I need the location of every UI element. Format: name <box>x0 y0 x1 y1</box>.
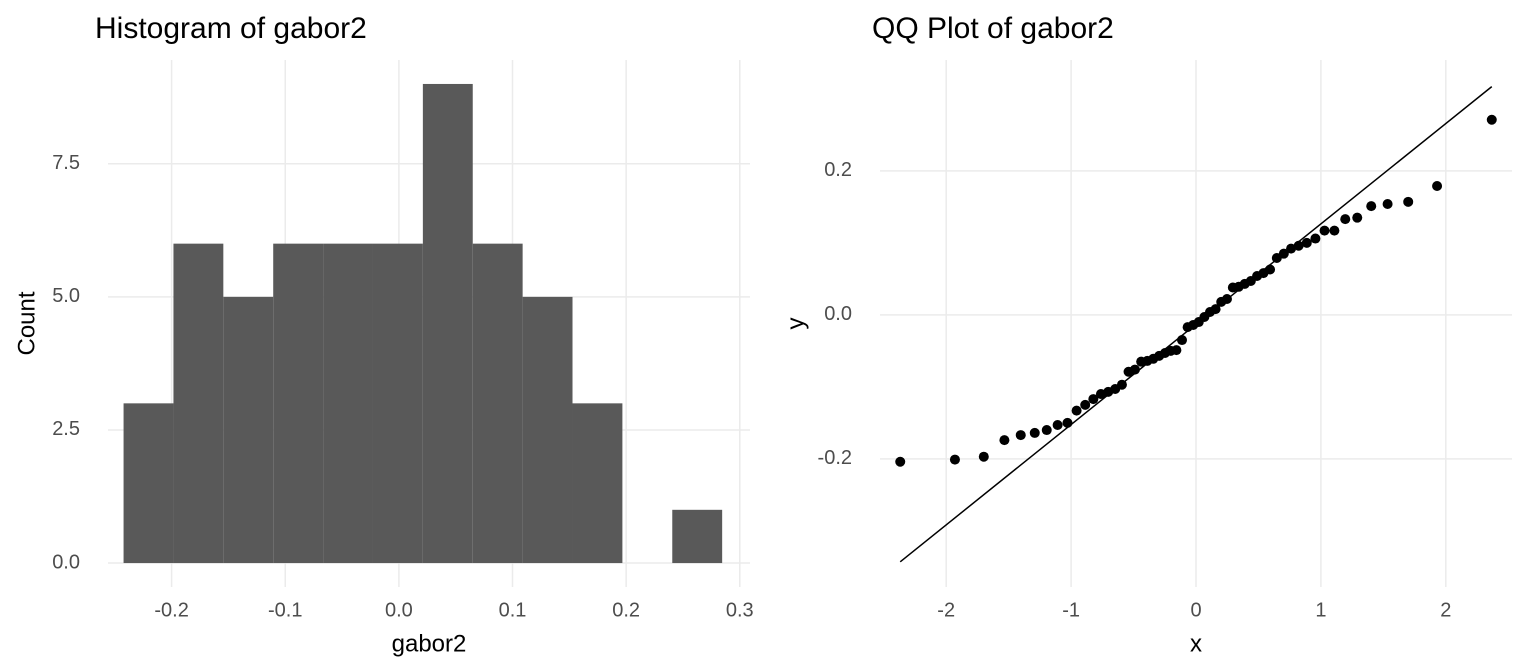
point <box>1301 237 1312 248</box>
y-tick-label: 5.0 <box>52 285 80 307</box>
point <box>1052 420 1063 431</box>
x-tick-label: 0.2 <box>612 599 640 621</box>
point <box>1029 427 1040 438</box>
point <box>1486 114 1497 125</box>
point <box>1116 379 1127 390</box>
point <box>1319 225 1330 236</box>
point <box>1340 214 1351 225</box>
point <box>1041 425 1052 436</box>
bar <box>672 509 723 564</box>
x-tick-label: 2 <box>1440 599 1451 621</box>
y-tick-label: 0.0 <box>52 551 80 573</box>
point <box>1382 198 1393 209</box>
point <box>1088 394 1099 405</box>
x-tick-label: 0.3 <box>726 599 754 621</box>
x-axis-title: x <box>1190 630 1202 657</box>
y-tick-label: 2.5 <box>52 418 80 440</box>
point <box>1293 240 1304 251</box>
y-axis-title: y <box>782 318 809 330</box>
point <box>1310 233 1321 244</box>
x-tick-label: -2 <box>937 599 955 621</box>
x-tick-label: -0.2 <box>154 599 188 621</box>
x-tick-label: 1 <box>1315 599 1326 621</box>
point <box>999 435 1010 446</box>
chart-title: QQ Plot of gabor2 <box>872 12 1114 45</box>
bar <box>472 243 523 564</box>
point <box>949 454 960 465</box>
bar <box>372 243 423 564</box>
point <box>895 456 906 467</box>
x-tick-label: -1 <box>1062 599 1080 621</box>
point <box>1080 399 1091 410</box>
y-tick-label: 7.5 <box>52 152 80 174</box>
x-tick-label: 0 <box>1190 599 1201 621</box>
point <box>1278 248 1289 259</box>
point <box>1286 243 1297 254</box>
bar <box>223 296 274 564</box>
point <box>1221 294 1232 305</box>
point <box>1129 364 1140 375</box>
point <box>1071 405 1082 416</box>
bar <box>173 243 224 564</box>
point <box>1015 430 1026 441</box>
y-axis-title: Count <box>13 291 40 355</box>
x-axis-title: gabor2 <box>392 630 467 657</box>
bar <box>422 83 473 564</box>
x-tick-label: -0.1 <box>268 599 302 621</box>
point <box>1366 201 1377 212</box>
point <box>1265 264 1276 275</box>
point <box>1062 417 1073 428</box>
point <box>1177 335 1188 346</box>
point <box>1403 196 1414 207</box>
point <box>1210 304 1221 315</box>
bar <box>123 403 174 564</box>
point <box>1432 180 1443 191</box>
bar <box>323 243 373 564</box>
point <box>978 451 989 462</box>
point <box>1171 345 1182 356</box>
point <box>1352 212 1363 223</box>
point <box>1329 225 1340 236</box>
x-tick-label: 0.0 <box>385 599 413 621</box>
chart-title: Histogram of gabor2 <box>95 12 367 45</box>
bar <box>572 403 623 564</box>
bar <box>522 296 573 564</box>
y-tick-label: 0.0 <box>824 303 852 325</box>
y-tick-label: 0.2 <box>824 159 852 181</box>
y-tick-label: -0.2 <box>818 447 852 469</box>
bar <box>273 243 324 564</box>
x-tick-label: 0.1 <box>499 599 527 621</box>
